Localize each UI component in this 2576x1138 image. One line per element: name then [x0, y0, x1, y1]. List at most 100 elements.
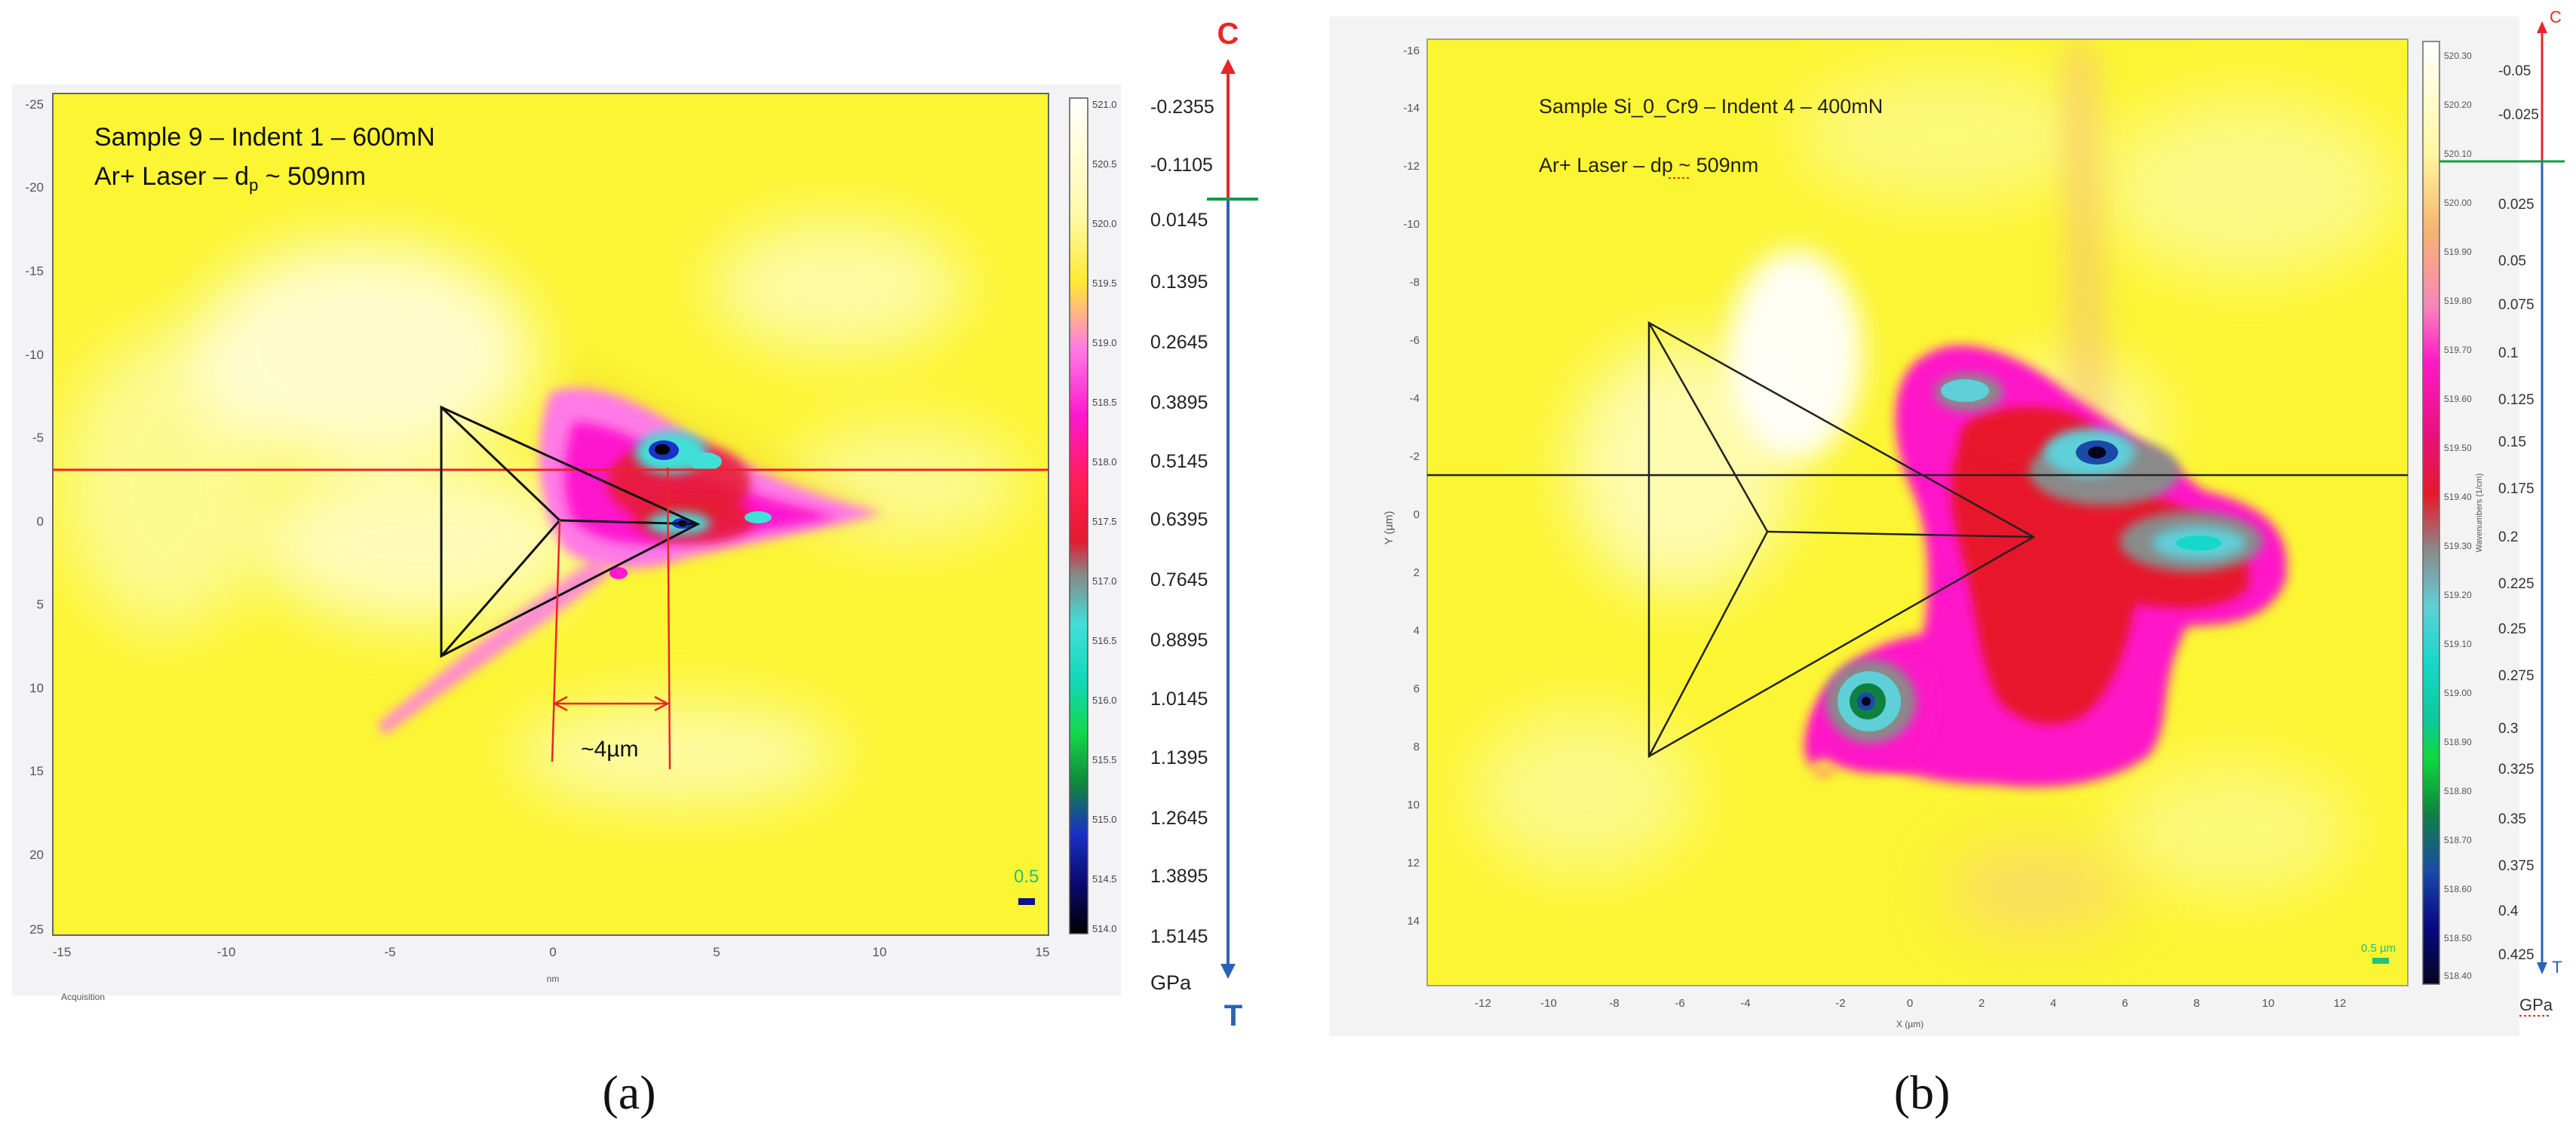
- panel-a-title-line2: Ar+ Laser – dp ~ 509nm: [94, 162, 366, 195]
- panel-a-compression-tension-arrow: [1207, 59, 1258, 979]
- panel-b-x-tick: -6: [1675, 997, 1684, 1010]
- panel-a-wavenumber-tick: 520.5: [1092, 158, 1117, 170]
- panel-b-x-tick: -10: [1540, 997, 1557, 1010]
- panel-a-y-tick: -20: [25, 180, 44, 195]
- panel-a-tension-label: T: [1224, 999, 1242, 1032]
- panel-b-wavenumber-tick: 518.40: [2444, 971, 2472, 981]
- panel-b-wavenumber-tick: 519.40: [2444, 492, 2472, 502]
- panel-b-scale-label: 0.5 µm: [2361, 942, 2396, 955]
- panel-b-x-axis: -12 -10 -8 -6 -4 -2 0 2 4 6 8 10 12 X (µ…: [1475, 997, 2346, 1029]
- panel-b-wavenumber-tick: 520.20: [2444, 100, 2472, 110]
- panel-a-title-line1: Sample 9 – Indent 1 – 600mN: [94, 123, 435, 152]
- panel-b-stress-tick: 0.275: [2498, 668, 2535, 684]
- panel-b-y-tick: -16: [1403, 44, 1420, 57]
- panel-b-y-tick: -6: [1410, 334, 1420, 347]
- panel-a-stress-unit: GPa: [1150, 971, 1192, 994]
- panel-b-x-tick: 8: [2194, 997, 2200, 1010]
- panel-a-stress-tick: 1.3895: [1150, 866, 1208, 887]
- panel-a-y-tick: 5: [37, 597, 44, 612]
- panel-b-compression-label: C: [2550, 8, 2562, 26]
- panel-b-stress-map: [1471, 45, 2399, 935]
- panel-a-stress-tick: 0.5145: [1150, 451, 1208, 472]
- panel-b-scale-bar: [2372, 958, 2389, 964]
- panel-a-y-tick: 15: [29, 764, 44, 778]
- panel-b-x-tick: 4: [2050, 997, 2056, 1010]
- panel-b-wavenumber-tick: 519.60: [2444, 394, 2472, 404]
- panel-b-indent-outline: [1647, 321, 2036, 759]
- panel-b-stress-unit: GPa: [2519, 995, 2553, 1014]
- panel-b-stress-tick: 0.325: [2498, 762, 2535, 778]
- panel-b-wavenumber-tick: 518.90: [2444, 737, 2472, 747]
- panel-b-wavenumber-tick: 519.20: [2444, 590, 2472, 600]
- panel-a-y-tick: 25: [29, 922, 44, 937]
- panel-b-x-tick: -8: [1609, 997, 1619, 1010]
- panel-b-y-tick: -14: [1403, 102, 1420, 115]
- panel-a-y-tick: -25: [25, 97, 44, 112]
- panel-b-wavenumber-tick: 519.00: [2444, 688, 2472, 698]
- panel-b-colorbar: [2422, 41, 2440, 985]
- panel-b-stress-tick: 0.025: [2498, 197, 2535, 213]
- panel-b-x-tick: -2: [1835, 997, 1845, 1010]
- panel-a-tension-arrowhead: [1220, 964, 1236, 979]
- panel-b-stress-tick: 0.225: [2498, 576, 2535, 592]
- panel-b-x-tick: 6: [2122, 997, 2128, 1010]
- panel-b-stress-tick: -0.05: [2498, 63, 2531, 79]
- panel-a-plot-frame: [52, 93, 1049, 936]
- panel-b-y-axis-label: Y (µm): [1383, 511, 1395, 544]
- panel-b-wavenumber-tick: 519.80: [2444, 296, 2472, 306]
- panel-a-wavenumber-tick: 519.0: [1092, 337, 1117, 348]
- panel-b-stress-tick: 0.175: [2498, 481, 2535, 497]
- panel-b-y-tick: 4: [1414, 624, 1420, 637]
- panel-a-wavenumber-tick: 519.5: [1092, 278, 1117, 289]
- panel-a-y-axis: -25 -20 -15 -10 -5 0 5 10 15 20 25: [25, 97, 44, 937]
- panel-a-stress-tick: 0.2645: [1150, 332, 1208, 353]
- panel-b: -16 -14 -12 -10 -8 -6 -4 -2 0 2 4 6 8 10…: [1329, 8, 2565, 1119]
- panel-b-x-tick: 12: [2334, 997, 2347, 1010]
- panel-a-indent-outline: [440, 405, 701, 658]
- panel-a-stress-tick: -0.1105: [1150, 155, 1213, 176]
- panel-a-wavenumber-tick: 514.0: [1092, 923, 1117, 934]
- panel-a-y-tick: -10: [25, 348, 44, 362]
- panel-a-wavenumber-tick: 515.0: [1092, 814, 1117, 825]
- panel-a-stress-tick: 1.1395: [1150, 747, 1208, 768]
- panel-a-wavenumber-tick: 514.5: [1092, 873, 1117, 885]
- panel-b-y-tick: 8: [1414, 741, 1420, 753]
- panel-b-stress-tick: 0.15: [2498, 434, 2526, 450]
- panel-b-title-line1: Sample Si_0_Cr9 – Indent 4 – 400mN: [1539, 95, 1883, 118]
- panel-b-x-axis-label: X (µm): [1896, 1019, 1924, 1029]
- panel-a-x-tick: 15: [1036, 945, 1050, 959]
- panel-a-x-tick: -5: [384, 945, 395, 959]
- panel-a-stress-tick: -0.2355: [1150, 97, 1214, 118]
- panel-b-stress-tick: 0.125: [2498, 392, 2535, 408]
- panel-a-x-axis: -15 -10 -5 0 5 10 15 nm Acquisition: [53, 945, 1050, 1002]
- panel-a-y-tick: -5: [32, 431, 44, 445]
- panel-b-wavenumber-tick: 519.10: [2444, 639, 2472, 649]
- panel-b-plot-frame: [1426, 38, 2409, 986]
- panel-b-x-tick: 10: [2262, 997, 2275, 1010]
- panel-b-wavenumber-tick: 518.60: [2444, 884, 2472, 894]
- panel-b-stress-tick: 0.075: [2498, 297, 2535, 313]
- panel-a-x-tick: 5: [713, 945, 720, 959]
- panel-a-wavenumber-tick: 518.0: [1092, 456, 1117, 468]
- panel-b-stress-tick: 0.1: [2498, 345, 2518, 361]
- panel-a-stress-tick: 0.3895: [1150, 392, 1208, 413]
- panel-a-wavenumber-tick: 517.5: [1092, 516, 1117, 527]
- panel-a-width-dimension: [551, 467, 671, 770]
- panel-a-wavenumber-tick: 516.5: [1092, 635, 1117, 646]
- panel-a-stress-scale: -0.2355 -0.1105 0.0145 0.1395 0.2645 0.3…: [1150, 97, 1214, 994]
- panel-a-y-tick: 10: [29, 681, 44, 695]
- panel-b-y-tick: 14: [1407, 915, 1420, 928]
- panel-a-x-tick: 0: [549, 945, 556, 959]
- panel-a-y-tick: 20: [29, 848, 44, 862]
- panel-b-y-tick: -2: [1410, 450, 1420, 463]
- panel-a-scale-bar: [1018, 898, 1035, 905]
- panel-b-y-tick: -10: [1403, 218, 1420, 231]
- panel-a-compression-arrowhead: [1220, 59, 1236, 74]
- panel-a-wavenumber-tick: 518.5: [1092, 397, 1117, 408]
- panel-a-stress-tick: 0.8895: [1150, 630, 1208, 651]
- panel-b-stress-tick: 0.2: [2498, 529, 2518, 545]
- panel-a-wavenumber-tick: 520.0: [1092, 218, 1117, 229]
- panel-b-stress-tick: 0.3: [2498, 721, 2518, 737]
- panel-b-wavenumber-tick: 518.80: [2444, 786, 2472, 796]
